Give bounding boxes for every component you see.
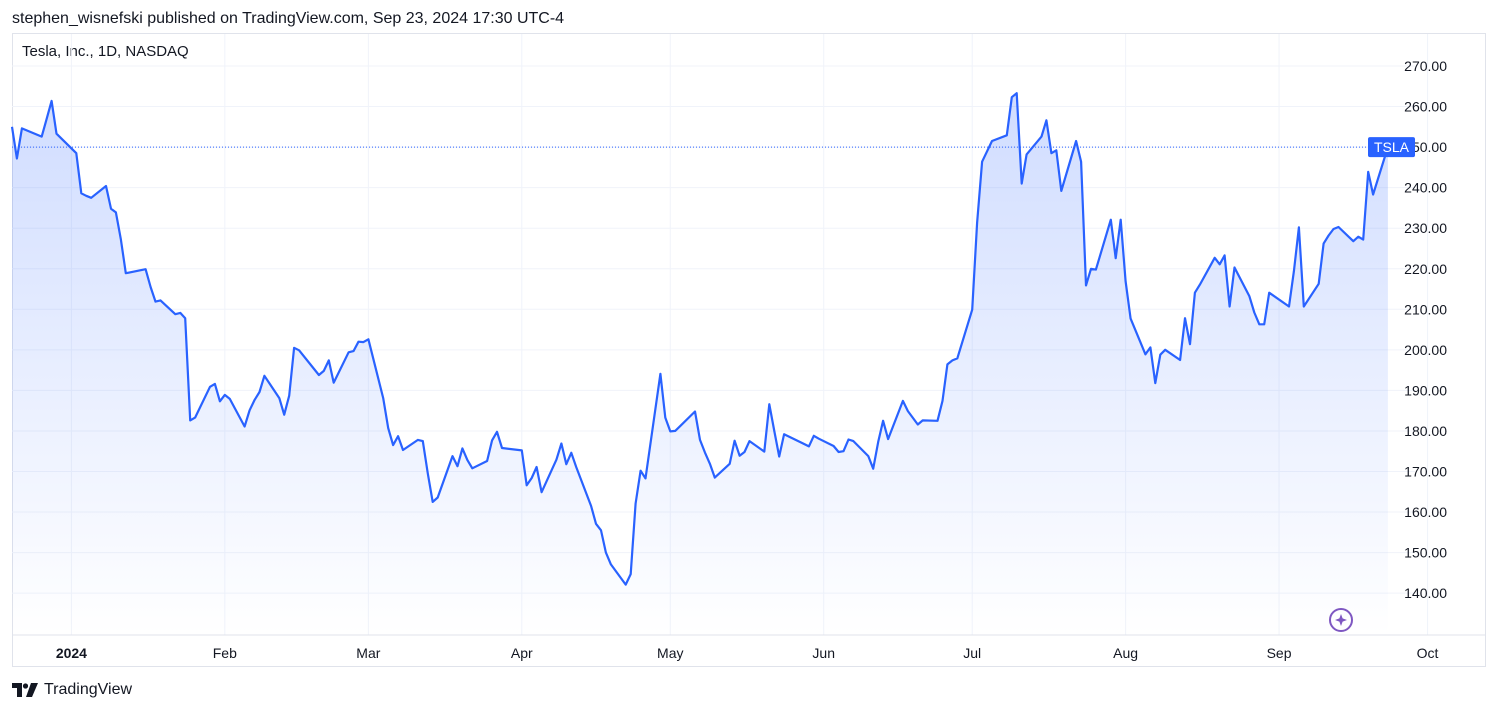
footer-brand: TradingView (12, 681, 132, 699)
y-tick-label: 260.00 (1404, 99, 1447, 115)
y-tick-label: 180.00 (1404, 423, 1447, 439)
price-series-line[interactable] (10, 92, 1389, 586)
x-tick-label: Jun (812, 645, 835, 661)
x-tick-label: Sep (1267, 645, 1292, 661)
y-tick-label: 200.00 (1404, 342, 1447, 358)
y-tick-label: 170.00 (1404, 464, 1447, 480)
price-axis: 270.00260.00250.00240.00230.00220.00210.… (1404, 58, 1447, 601)
y-tick-label: 140.00 (1404, 585, 1447, 601)
x-tick-label: Apr (511, 645, 533, 661)
x-tick-label: Mar (356, 645, 380, 661)
sparkle-icon[interactable] (1329, 608, 1353, 632)
y-tick-label: 210.00 (1404, 301, 1447, 317)
price-area-fill (12, 93, 1388, 635)
time-axis: 2024 Feb Mar Apr May Jun Jul Aug Sep Oct (12, 634, 1486, 661)
last-price-tag-label: TSLA (1374, 139, 1410, 155)
x-tick-label: 2024 (56, 645, 87, 661)
tradingview-logo-icon (12, 683, 38, 697)
x-tick-label: Jul (963, 645, 981, 661)
x-tick-label: Feb (213, 645, 237, 661)
y-tick-label: 220.00 (1404, 261, 1447, 277)
y-tick-label: 150.00 (1404, 545, 1447, 561)
last-price-tag: TSLA (1368, 137, 1415, 158)
y-tick-label: 270.00 (1404, 58, 1447, 74)
x-tick-label: May (657, 645, 683, 661)
published-header: stephen_wisnefski published on TradingVi… (12, 10, 565, 27)
y-tick-label: 240.00 (1404, 180, 1447, 196)
last-price-tag-background (1368, 137, 1415, 158)
symbol-title: Tesla, Inc., 1D, NASDAQ (22, 43, 189, 60)
footer-brand-label: TradingView (44, 681, 133, 698)
x-tick-label: Aug (1113, 645, 1138, 661)
y-tick-label: 190.00 (1404, 382, 1447, 398)
x-tick-label: Oct (1417, 645, 1439, 661)
y-tick-label: 160.00 (1404, 504, 1447, 520)
y-tick-label: 230.00 (1404, 220, 1447, 236)
